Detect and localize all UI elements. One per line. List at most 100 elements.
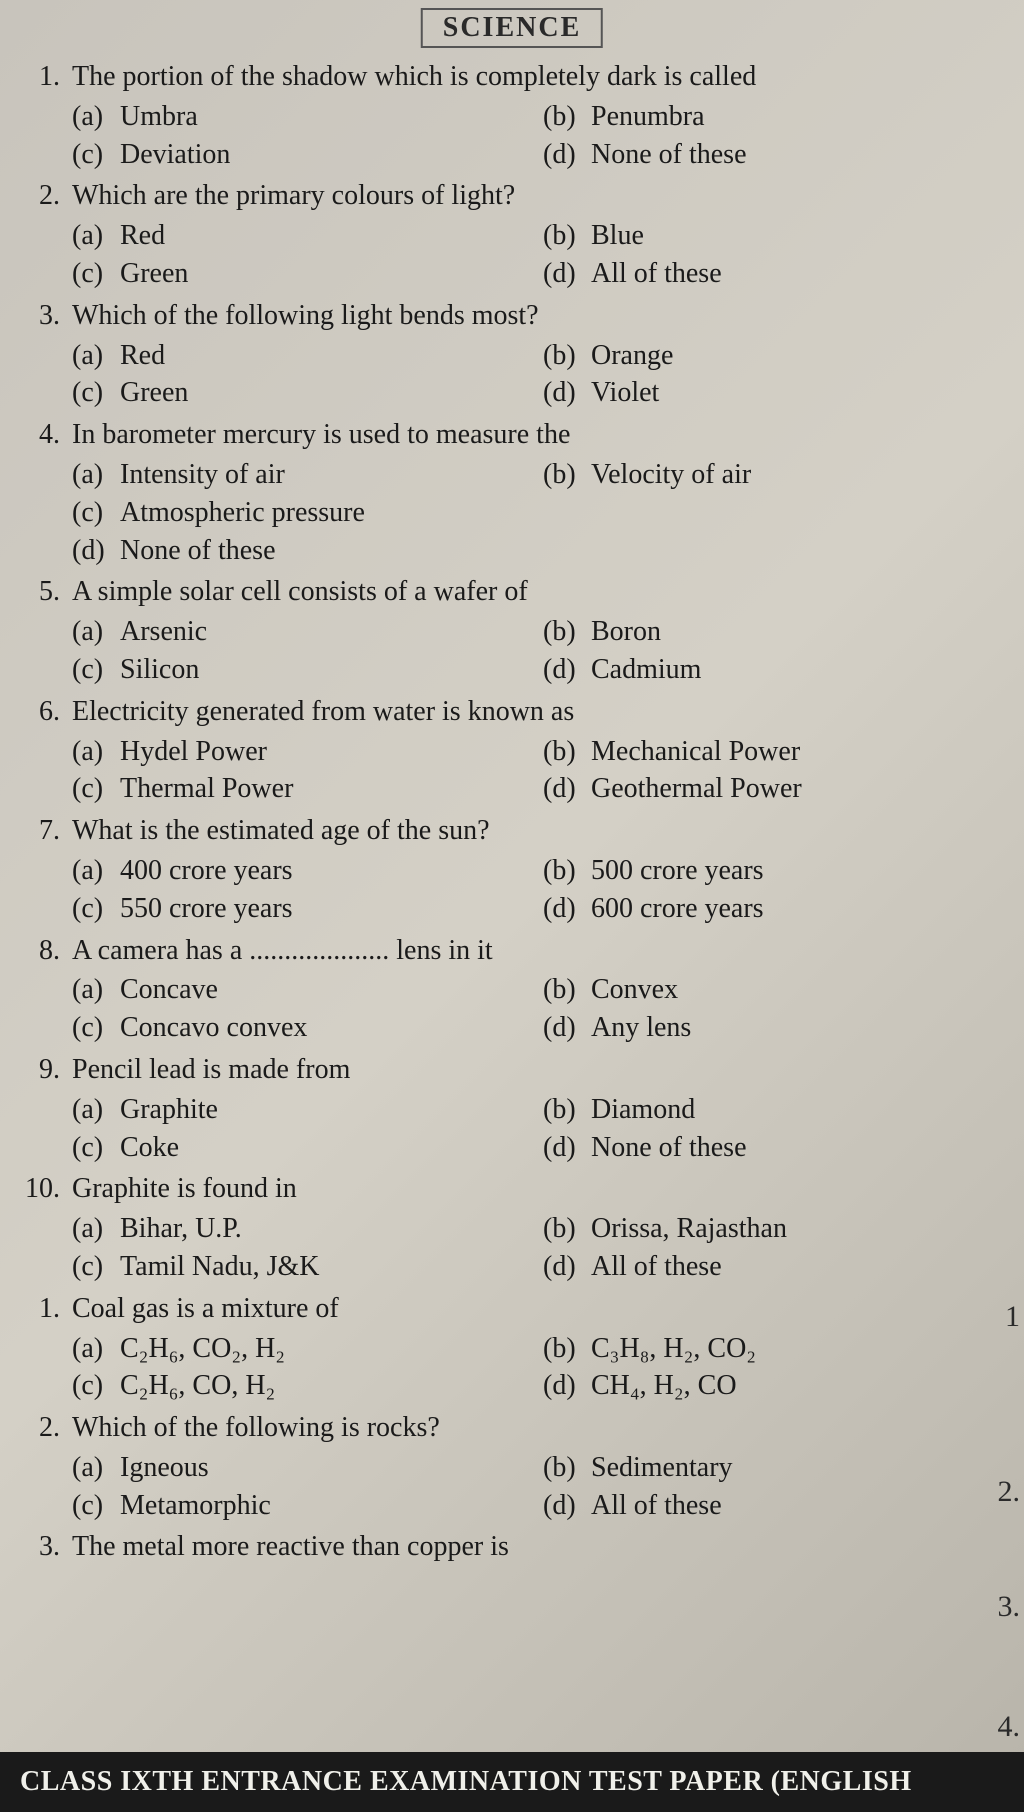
option: (b)Boron [543, 613, 1004, 651]
option-label: (b) [543, 852, 591, 890]
option-text: Orange [591, 337, 1004, 375]
option: (c)Concavo convex [72, 1009, 533, 1047]
option: (b)Diamond [543, 1091, 1004, 1129]
option-text: Cadmium [591, 651, 1004, 689]
footer-bar: CLASS IXTH ENTRANCE EXAMINATION TEST PAP… [0, 1752, 1024, 1812]
question: 4.In barometer mercury is used to measur… [20, 416, 1004, 569]
option-text: Igneous [120, 1449, 533, 1487]
question-text: In barometer mercury is used to measure … [72, 416, 1004, 454]
question-text: The metal more reactive than copper is [72, 1528, 1004, 1566]
option-label: (c) [72, 136, 120, 174]
option-text: Penumbra [591, 98, 1004, 136]
option-text: Geothermal Power [591, 770, 1004, 808]
question-body: The portion of the shadow which is compl… [72, 58, 1004, 173]
option: (d)None of these [543, 136, 1004, 174]
question-number: 3. [20, 297, 72, 412]
question-text: Which are the primary colours of light? [72, 177, 1004, 215]
option-label: (b) [543, 217, 591, 255]
option-label: (d) [543, 890, 591, 928]
option: (c)Tamil Nadu, J&K [72, 1248, 533, 1286]
option-label: (b) [543, 613, 591, 651]
question-body: Pencil lead is made from(a)Graphite(b)Di… [72, 1051, 1004, 1166]
option: (b)Convex [543, 971, 1004, 1009]
options: (a)Red(b)Orange(c)Green(d)Violet [72, 337, 1004, 413]
option-text: Any lens [591, 1009, 1004, 1047]
option-text: Silicon [120, 651, 533, 689]
options: (a)Concave (b)Convex (c)Concavo convex (d)A… [72, 971, 1004, 1047]
question-body: Which are the primary colours of light?(… [72, 177, 1004, 292]
option-label: (b) [543, 971, 591, 1009]
question-body: Which of the following light bends most?… [72, 297, 1004, 412]
option-label: (d) [543, 1248, 591, 1286]
question-number: 9. [20, 1051, 72, 1166]
question-body: A camera has a .................... lens… [72, 932, 1004, 1047]
option: (a)400 crore years [72, 852, 533, 890]
option: (d)Cadmium [543, 651, 1004, 689]
option-label: (b) [543, 456, 591, 494]
option: (d)Any lens [543, 1009, 1004, 1047]
option-text: Velocity of air [591, 456, 1004, 494]
question-number: 1. [20, 58, 72, 173]
option-text: 550 crore years [120, 890, 533, 928]
question-body: Coal gas is a mixture of(a)C₂H₆, CO₂, H₂… [72, 1290, 1004, 1405]
option-text: Boron [591, 613, 1004, 651]
option-text: Orissa, Rajasthan [591, 1210, 1004, 1248]
option-label: (d) [543, 1009, 591, 1047]
option: (d)All of these [543, 255, 1004, 293]
option-text: Umbra [120, 98, 533, 136]
option-label: (a) [72, 1210, 120, 1248]
margin-number: 3. [998, 1590, 1021, 1624]
option: (c)Deviation [72, 136, 533, 174]
option: (d)None of these [543, 1129, 1004, 1167]
option-label: (c) [72, 1487, 120, 1525]
option-label: (a) [72, 1091, 120, 1129]
option: (d)Violet [543, 374, 1004, 412]
option-text: Intensity of air [120, 456, 533, 494]
option-text: Concave [120, 971, 533, 1009]
option: (b)Orange [543, 337, 1004, 375]
page: SCIENCE 1.The portion of the shadow whic… [0, 0, 1024, 1568]
question: 10.Graphite is found in(a)Bihar, U.P.(b)… [20, 1170, 1004, 1285]
option-text: Graphite [120, 1091, 533, 1129]
option-label: (d) [543, 1367, 591, 1405]
question: 3.Which of the following light bends mos… [20, 297, 1004, 412]
question-number: 2. [20, 1409, 72, 1524]
question-number: 8. [20, 932, 72, 1047]
option-label: (b) [543, 98, 591, 136]
option-text: 400 crore years [120, 852, 533, 890]
option: (c)Metamorphic [72, 1487, 533, 1525]
option: (d)All of these [543, 1248, 1004, 1286]
option-label: (a) [72, 852, 120, 890]
question-number: 3. [20, 1528, 72, 1568]
option: (a)Red [72, 337, 533, 375]
option: (a)C₂H₆, CO₂, H₂ [72, 1330, 533, 1368]
option-label: (b) [543, 1449, 591, 1487]
question: 1.The portion of the shadow which is com… [20, 58, 1004, 173]
option: (c)C₂H₆, CO, H₂ [72, 1367, 533, 1405]
question-text: Electricity generated from water is know… [72, 693, 1004, 731]
options: (a)Igneous(b)Sedimentary(c)Metamorphic(d… [72, 1449, 1004, 1525]
option: (a)Concave [72, 971, 533, 1009]
option-text: All of these [591, 255, 1004, 293]
option-text: Deviation [120, 136, 533, 174]
option-text: Metamorphic [120, 1487, 533, 1525]
options: (a)Red(b)Blue(c)Green(d)All of these [72, 217, 1004, 293]
option-text: Hydel Power [120, 733, 533, 771]
option-label: (a) [72, 217, 120, 255]
option-label: (c) [72, 770, 120, 808]
question-body: In barometer mercury is used to measure … [72, 416, 1004, 569]
option: (d)All of these [543, 1487, 1004, 1525]
question: 8.A camera has a .................... le… [20, 932, 1004, 1047]
option: (d)None of these [72, 532, 1004, 570]
option-text: Convex [591, 971, 1004, 1009]
question-number: 6. [20, 693, 72, 808]
question-text: Which of the following is rocks? [72, 1409, 1004, 1447]
option-label: (a) [72, 456, 120, 494]
options: (a)Graphite(b)Diamond(c)Coke(d)None of t… [72, 1091, 1004, 1167]
option-label: (a) [72, 98, 120, 136]
option-label: (a) [72, 1330, 120, 1368]
option-text: Red [120, 217, 533, 255]
option-text: None of these [591, 1129, 1004, 1167]
question: 3.The metal more reactive than copper is [20, 1528, 1004, 1568]
question-text: Which of the following light bends most? [72, 297, 1004, 335]
